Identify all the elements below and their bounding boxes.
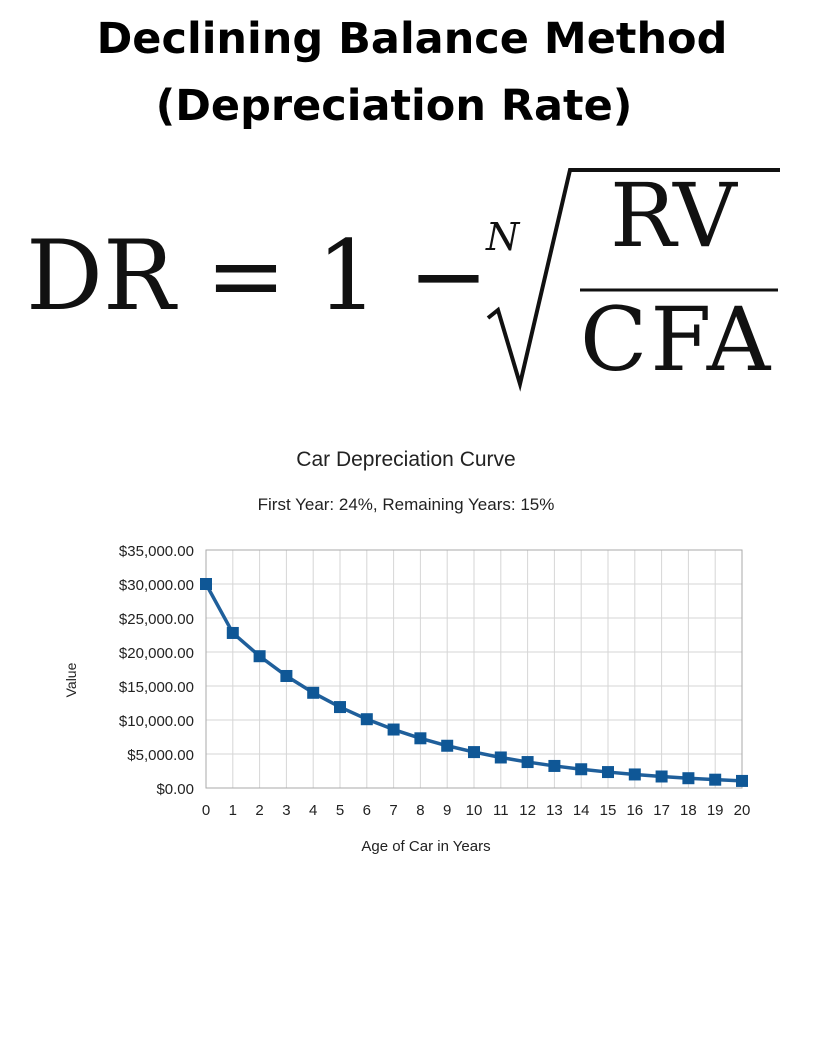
x-tick-label: 19 bbox=[707, 802, 724, 819]
data-point-marker bbox=[709, 773, 722, 786]
x-tick-label: 2 bbox=[255, 802, 263, 819]
data-point-marker bbox=[468, 746, 480, 759]
data-point-marker bbox=[655, 770, 668, 783]
formula-lhs: DR = 1 − bbox=[26, 220, 489, 332]
x-tick-label: 4 bbox=[309, 802, 317, 819]
page-title-line-1: Declining Balance Method bbox=[96, 14, 728, 64]
x-tick-label: 7 bbox=[389, 802, 397, 819]
y-tick-label: $30,000.00 bbox=[119, 577, 194, 594]
y-tick-label: $10,000.00 bbox=[119, 713, 194, 730]
x-tick-label: 0 bbox=[202, 802, 210, 819]
data-point-marker bbox=[360, 713, 373, 726]
data-point-marker bbox=[334, 701, 346, 714]
data-point-marker bbox=[494, 751, 507, 764]
x-axis-label: Age of Car in Years bbox=[361, 838, 490, 855]
chart-subtitle: First Year: 24%, Remaining Years: 15% bbox=[258, 495, 555, 514]
data-point-marker bbox=[441, 739, 454, 752]
plot-area-border bbox=[205, 549, 743, 789]
data-point-marker bbox=[226, 626, 239, 639]
y-tick-label: $5,000.00 bbox=[127, 747, 194, 764]
x-tick-label: 8 bbox=[416, 802, 424, 819]
x-tick-label: 12 bbox=[519, 802, 536, 819]
radical-sign bbox=[486, 168, 780, 392]
data-point-marker bbox=[521, 756, 534, 769]
chart-title: Car Depreciation Curve bbox=[296, 448, 515, 471]
data-point-marker bbox=[387, 723, 400, 736]
page-title-line-2: (Depreciation Rate) bbox=[155, 81, 633, 131]
x-tick-label: 13 bbox=[546, 802, 563, 819]
data-point-marker bbox=[575, 763, 588, 776]
data-point-marker bbox=[200, 578, 212, 590]
y-tick-labels: $0.00 $5,000.00 $10,000.00 $15,000.00 $20,00… bbox=[119, 543, 194, 798]
data-point-marker bbox=[414, 732, 427, 745]
x-tick-label: 17 bbox=[653, 802, 670, 819]
formula-numerator: RV bbox=[610, 164, 737, 267]
data-point-marker bbox=[307, 686, 320, 699]
x-tick-labels: 0 1 2 3 4 5 6 7 8 9 10 11 12 13 14 15 16 17 18 19 20 bbox=[202, 802, 751, 819]
x-tick-label: 11 bbox=[493, 802, 509, 819]
y-tick-label: $15,000.00 bbox=[119, 679, 194, 696]
data-point-marker bbox=[628, 768, 641, 781]
y-tick-label: $20,000.00 bbox=[119, 645, 194, 662]
x-tick-label: 5 bbox=[336, 802, 344, 819]
formula-root-index: N bbox=[486, 215, 520, 259]
x-tick-label: 18 bbox=[680, 802, 697, 819]
x-tick-label: 14 bbox=[573, 802, 590, 819]
x-tick-label: 20 bbox=[734, 802, 751, 819]
formula-denominator: CFA bbox=[580, 288, 774, 391]
x-tick-label: 10 bbox=[466, 802, 483, 819]
data-point-marker bbox=[602, 766, 614, 779]
y-tick-label: $35,000.00 bbox=[119, 543, 194, 560]
x-tick-label: 3 bbox=[282, 802, 290, 819]
data-point-marker bbox=[736, 774, 748, 787]
x-tick-label: 1 bbox=[229, 802, 237, 819]
data-point-marker bbox=[280, 669, 293, 682]
x-tick-label: 6 bbox=[363, 802, 371, 819]
x-tick-label: 16 bbox=[626, 802, 643, 819]
series-value bbox=[200, 578, 748, 787]
data-point-marker bbox=[682, 772, 695, 785]
x-tick-label: 9 bbox=[443, 802, 451, 819]
y-tick-label: $25,000.00 bbox=[119, 611, 194, 628]
y-axis-label: Value bbox=[63, 662, 79, 697]
y-tick-label: $0.00 bbox=[156, 781, 194, 798]
data-point-marker bbox=[548, 759, 561, 772]
data-point-marker bbox=[253, 650, 266, 663]
x-tick-label: 15 bbox=[600, 802, 617, 819]
